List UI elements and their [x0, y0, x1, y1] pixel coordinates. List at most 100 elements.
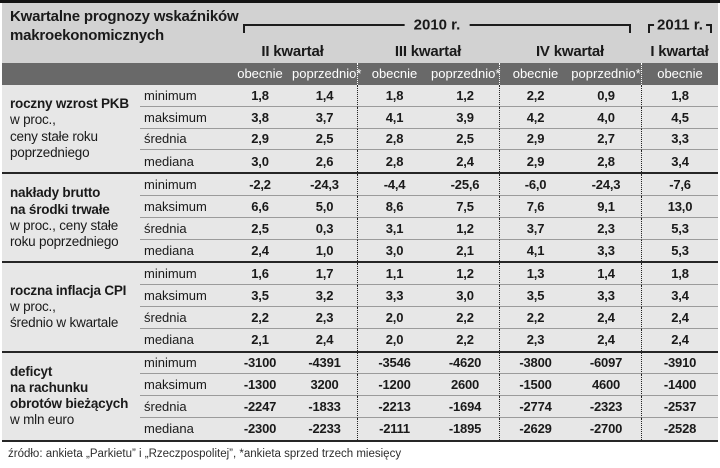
value-cell: 2,9 [228, 129, 292, 151]
value-cell: 1,7 [292, 263, 357, 286]
value-cell: 4,0 [571, 107, 641, 129]
metric-label: maksimum [140, 107, 228, 129]
year-bracket-2011: 2011 r. [648, 16, 712, 34]
value-cell: -2213 [357, 396, 431, 418]
value-cell: 2,0 [357, 328, 431, 351]
value-cell: 2,4 [251, 242, 269, 258]
value-cell: 5,3 [641, 217, 718, 240]
value-cell: 3,0 [357, 239, 431, 262]
subheader-poprzednio: poprzednio* [292, 66, 362, 81]
value-cell: -1833 [292, 396, 357, 418]
value-cell: 2,2 [499, 306, 571, 329]
value-cell: 2,4 [641, 306, 718, 329]
value-cell: 2,9 [499, 128, 571, 151]
value-cell: 3,4 [641, 285, 718, 307]
value-cell: -2323 [571, 396, 641, 418]
value-cell: -2528 [641, 417, 718, 440]
value-cell: 6,6 [228, 196, 292, 218]
value-cell: -2700 [589, 421, 623, 437]
subheader-obecnie: obecnie [641, 63, 718, 85]
value-cell: 2,4 [597, 332, 615, 348]
value-cell: -24,3 [571, 174, 641, 196]
value-cell: -6097 [571, 353, 641, 375]
value-cell: 2,5 [228, 218, 292, 240]
value-cell: 2,8 [357, 128, 431, 151]
value-cell: 2,9 [499, 150, 571, 173]
value-cell: 2,3 [571, 218, 641, 240]
value-cell: 1,2 [431, 218, 499, 240]
value-cell: 3,7 [292, 107, 357, 129]
table-header-band: Kwartalne prognozy wskaźników makroekono… [2, 3, 718, 63]
value-cell: 3,3 [597, 242, 615, 258]
value-cell: 1,6 [228, 263, 292, 286]
value-cell: -1500 [499, 374, 571, 397]
metric-label: minimum [140, 85, 228, 107]
value-cell: 2,2 [228, 307, 292, 329]
value-cell: -1694 [431, 396, 499, 418]
value-cell: 1,8 [641, 263, 718, 286]
value-cell: 9,1 [571, 196, 641, 218]
metric-label: mediana [144, 332, 194, 348]
metric-label: maksimum [140, 196, 228, 218]
value-cell: 3,2 [292, 285, 357, 307]
value-cell: 2,1 [456, 242, 474, 258]
value-cell: 1,8 [357, 85, 431, 107]
row-group: nakłady brutto na środki trwałe w proc., … [2, 172, 718, 262]
value-cell: 2,8 [357, 150, 431, 173]
value-cell: 3,7 [499, 217, 571, 240]
value-cell: 0,9 [571, 85, 641, 107]
value-cell: 2,0 [357, 306, 431, 329]
metric-label: średnia [140, 307, 228, 329]
row-group-label-bold: deficyt na rachunku obrotów bieżących [10, 363, 129, 412]
value-cell: 3,1 [357, 217, 431, 240]
value-cell: 4,5 [641, 106, 718, 129]
value-cell: -3910 [641, 352, 718, 375]
metric-label: minimum [140, 174, 228, 196]
value-cell: 2,4 [641, 328, 718, 351]
forecast-table: Kwartalne prognozy wskaźników makroekono… [2, 3, 718, 442]
subheader-obecnie: obecnie [499, 63, 571, 85]
metric-label: średnia [140, 396, 228, 418]
subheader-row: obecnie poprzednio* obecnie poprzednio* … [2, 63, 718, 85]
value-cell: 1,8 [641, 85, 718, 107]
metric-label: mediana [144, 242, 194, 258]
value-cell: 2,6 [315, 153, 334, 169]
quarter-header-row: II kwartał III kwartał IV kwartał I kwar… [2, 43, 718, 60]
source-note: źródło: ankieta „Parkietu” i „Rzeczpospo… [0, 441, 720, 460]
quarter-row-spacer [2, 43, 228, 60]
value-cell: 2,3 [292, 307, 357, 329]
row-group-label-bold: nakłady brutto na środki trwałe [10, 185, 110, 217]
value-cell: 1,1 [357, 263, 431, 286]
value-cell: 5,3 [641, 239, 718, 262]
bracket-tick-left [243, 26, 245, 33]
value-cell: 3,3 [571, 285, 641, 307]
row-group-label-bold: roczna inflacja CPI [10, 282, 127, 298]
table-title: Kwartalne prognozy wskaźników makroekono… [10, 8, 239, 44]
value-cell: -4,4 [357, 174, 431, 196]
bracket-tick-left [648, 26, 650, 33]
value-cell: -2537 [641, 396, 718, 418]
year-label-2010: 2010 r. [404, 16, 470, 34]
value-cell: 7,6 [499, 195, 571, 218]
value-cell: -3546 [357, 352, 431, 375]
value-cell: 3,3 [357, 285, 431, 307]
row-group: roczna inflacja CPI w proc., średnio w kw… [2, 261, 718, 351]
metric-label: maksimum [140, 374, 228, 397]
row-group-label: deficyt na rachunku obrotów bieżących w m… [2, 353, 140, 440]
value-cell: -2233 [308, 421, 341, 437]
metric-label: średnia [140, 129, 228, 151]
quarter-label-q4-2010: IV kwartał [535, 43, 605, 60]
value-cell: 3,4 [641, 150, 718, 173]
metric-label: minimum [140, 353, 228, 375]
value-cell: 1,2 [431, 263, 499, 286]
value-cell: 2,4 [571, 307, 641, 329]
value-cell: -4391 [292, 353, 357, 375]
value-cell: -2247 [228, 396, 292, 418]
value-cell: 2,2 [456, 332, 474, 348]
year-label-2011: 2011 r. [654, 16, 706, 34]
value-cell: -6,0 [499, 174, 571, 196]
row-group-label-sub: w proc., średnio w kwartale [10, 298, 119, 331]
value-cell: -1200 [357, 374, 431, 397]
row-group-label-sub: w mln euro [10, 412, 75, 428]
value-cell: 2,1 [251, 332, 269, 348]
